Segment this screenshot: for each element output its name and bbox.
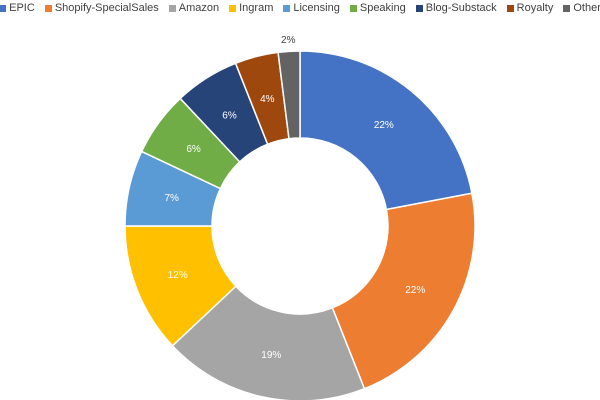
slice-shopify-specialsales [331,192,476,390]
legend-swatch [0,4,7,12]
data-label-licensing: 7% [164,193,179,204]
legend-swatch [349,4,357,12]
data-label-epic: 22% [374,120,394,131]
legend-label: Speaking [359,2,406,14]
data-label-blog-substack: 6% [222,110,237,121]
chart-legend: EPIC Shopify-SpecialSales Amazon Ingram Lice… [0,0,600,16]
legend-swatch [506,4,514,12]
data-label-ingram: 12% [168,270,188,281]
legend-item-epic: EPIC [0,2,35,14]
legend-label: Other [573,2,600,14]
legend-label: Ingram [239,2,274,14]
legend-swatch [563,4,571,12]
data-label-shopify-specialsales: 22% [405,285,425,296]
legend-swatch [168,4,176,12]
legend-label: Royalty [516,2,554,14]
data-label-other: 2% [281,35,296,46]
legend-swatch [283,4,291,12]
legend-item-shopify-specialsales: Shopify-SpecialSales [44,2,159,14]
legend-item-licensing: Licensing [283,2,340,14]
slice-epic [299,50,473,211]
legend-label: Licensing [293,2,340,14]
legend-item-royalty: Royalty [506,2,554,14]
data-label-royalty: 4% [260,94,275,105]
slice-amazon [171,285,366,400]
legend-item-ingram: Ingram [229,2,273,14]
data-label-amazon: 19% [261,350,281,361]
legend-label: Blog-Substack [425,2,497,14]
legend-swatch [44,4,52,12]
legend-label: Shopify-SpecialSales [54,2,159,14]
legend-item-amazon: Amazon [168,2,220,14]
legend-item-other: Other [563,2,600,14]
legend-swatch [229,4,237,12]
data-label-speaking: 6% [186,144,201,155]
legend-item-speaking: Speaking [349,2,406,14]
legend-label: Amazon [178,2,220,14]
legend-item-blog-substack: Blog-Substack [415,2,497,14]
legend-swatch [415,4,423,12]
legend-label: EPIC [9,2,35,14]
slice-other [277,50,301,140]
